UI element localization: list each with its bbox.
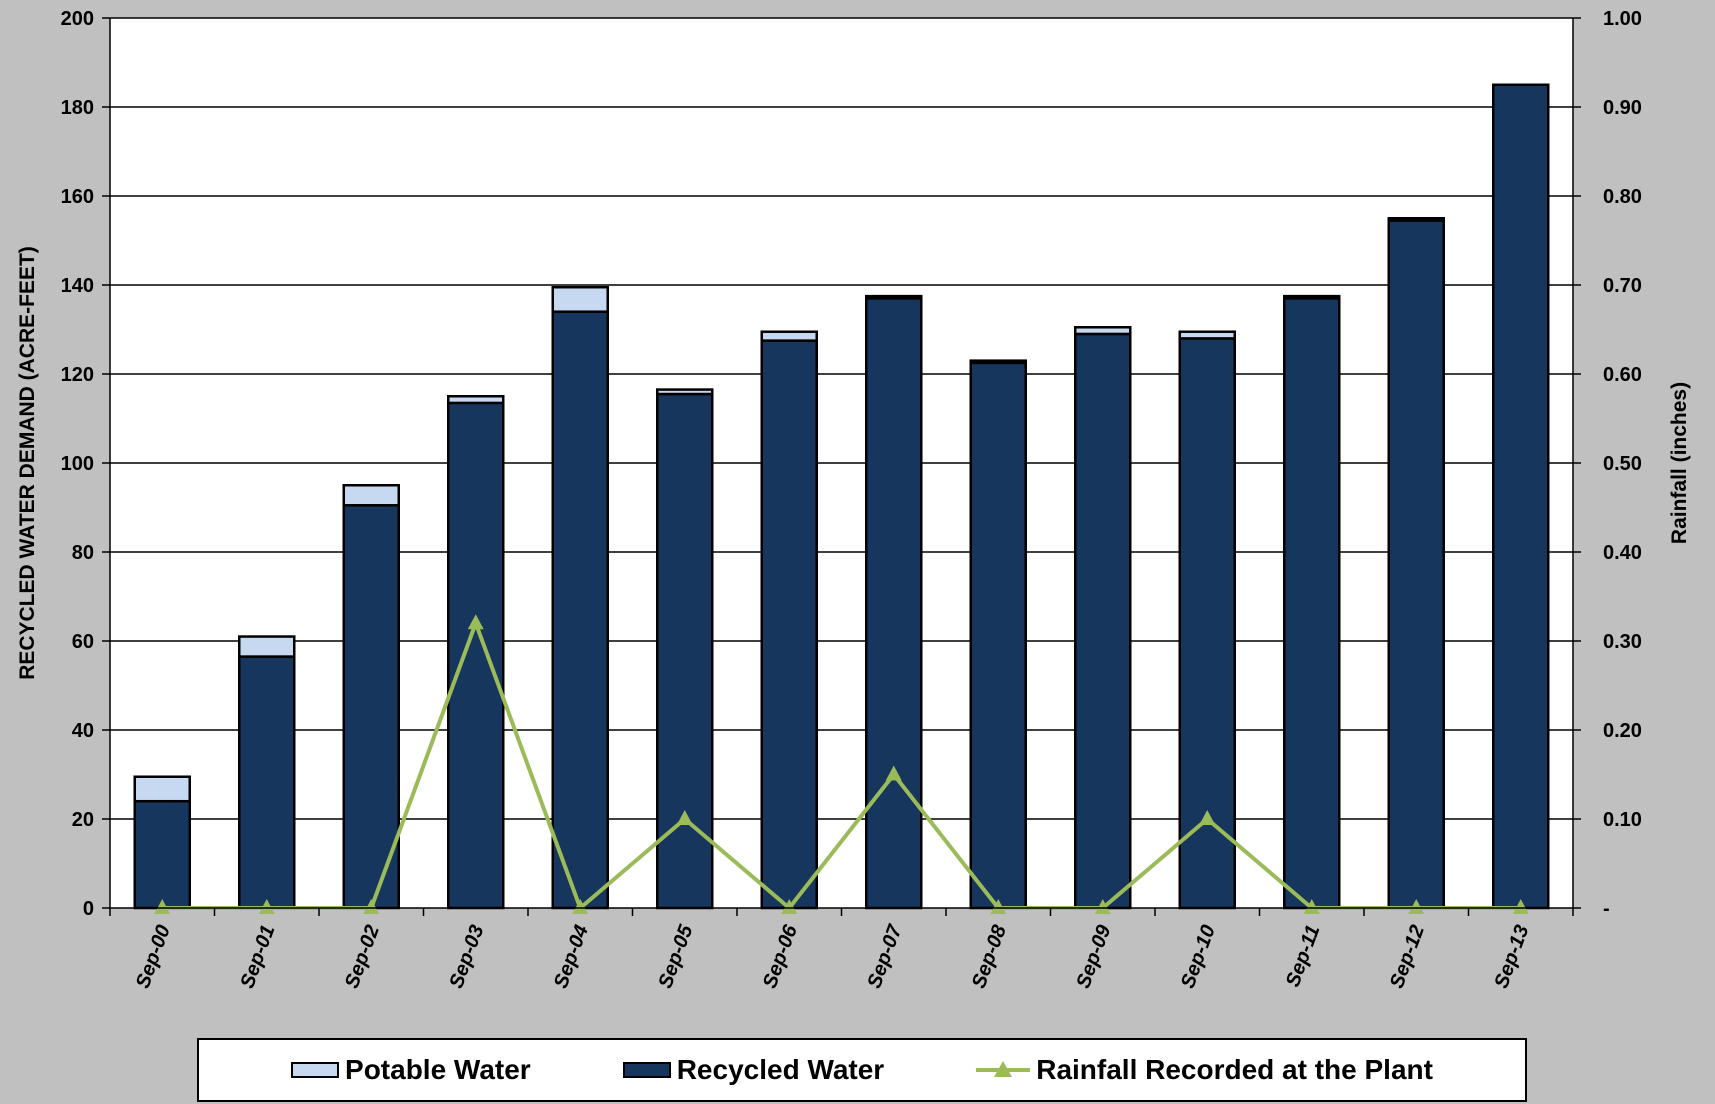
bar-potable	[238, 635, 296, 658]
y2-tick-label: 0.30	[1603, 631, 1642, 653]
y-tick-label: 140	[61, 275, 94, 297]
bar-potable	[133, 775, 191, 803]
y-tick-label: 60	[72, 631, 94, 653]
y-tick-label: 160	[61, 186, 94, 208]
y2-tick-label: 0.90	[1603, 97, 1642, 119]
bar-potable	[447, 395, 505, 405]
legend-item-rainfall: Rainfall Recorded at the Plant	[976, 1054, 1433, 1086]
rainfall-marker	[676, 810, 693, 825]
y2-tick-label: 0.50	[1603, 453, 1642, 475]
axes	[102, 17, 1581, 916]
x-axis-ticks: Sep-00 Sep-01 Sep-02 Sep-03 Sep-04 Sep-05 Sep-…	[132, 921, 1534, 991]
legend-item-potable: Potable Water	[291, 1054, 531, 1086]
x-tick-label: Sep-07	[863, 921, 906, 991]
bar-recycled	[447, 401, 505, 910]
y-axis-title: RECYCLED WATER DEMAND (ACRE-FEET)	[16, 246, 39, 680]
rainfall-marker	[363, 899, 380, 914]
y2-tick-label: -	[1603, 898, 1610, 920]
bar-recycled	[1387, 219, 1445, 910]
bar-potable	[656, 388, 714, 396]
y2-tick-label: 0.60	[1603, 364, 1642, 386]
bar-potable	[1387, 217, 1445, 222]
bar-recycled	[238, 655, 296, 910]
rainfall-marker	[1094, 899, 1111, 914]
y2-axis-title: Rainfall (inches)	[1668, 382, 1691, 544]
y-tick-label: 80	[72, 542, 94, 564]
bars	[133, 83, 1550, 910]
y2-tick-label: 1.00	[1603, 8, 1642, 30]
legend-label-recycled: Recycled Water	[676, 1054, 885, 1085]
y-tick-label: 40	[72, 720, 94, 742]
bar-recycled	[969, 361, 1027, 910]
y-tick-label: 200	[61, 8, 94, 30]
rainfall-marker	[572, 899, 589, 914]
y2-tick-label: 0.40	[1603, 542, 1642, 564]
bar-potable	[1283, 294, 1341, 300]
recycled-swatch	[622, 1062, 671, 1078]
legend-item-recycled: Recycled Water	[622, 1054, 885, 1086]
potable-swatch	[291, 1062, 340, 1078]
y2-tick-label: 0.10	[1603, 809, 1642, 831]
legend-label-rainfall: Rainfall Recorded at the Plant	[1036, 1054, 1433, 1085]
rainfall-marker	[1512, 899, 1529, 914]
x-tick-label: Sep-00	[132, 922, 175, 991]
x-tick-label: Sep-05	[654, 921, 697, 991]
bar-potable	[865, 294, 923, 300]
y-tick-label: 120	[61, 364, 94, 386]
bar-potable	[342, 484, 400, 507]
x-tick-label: Sep-06	[759, 921, 802, 991]
bar-potable	[1074, 326, 1132, 336]
bar-recycled	[656, 392, 714, 910]
rainfall-polyline	[162, 621, 1521, 910]
left-axis-ticks: 0 20 40 60 80 100 120 140 160 180 200	[61, 8, 94, 920]
x-tick-label: Sep-04	[550, 922, 593, 991]
y2-tick-label: 0.70	[1603, 275, 1642, 297]
x-tick-label: Sep-11	[1282, 922, 1325, 990]
bar-potable	[1178, 330, 1236, 340]
y-tick-label: 0	[83, 898, 94, 920]
bar-recycled	[1492, 83, 1550, 910]
x-tick-label: Sep-12	[1386, 922, 1429, 991]
rainfall-marker	[781, 899, 798, 914]
rainfall-marker	[258, 899, 275, 914]
rainfall-line	[154, 614, 1529, 914]
y2-tick-label: 0.80	[1603, 186, 1642, 208]
rainfall-marker	[1199, 810, 1216, 825]
y-tick-label: 100	[61, 453, 94, 475]
legend: Potable Water Recycled Water Rainfall Re…	[197, 1038, 1527, 1102]
right-axis-ticks: - 0.10 0.20 0.30 0.40 0.50 0.60 0.70 0.80 0.90 1.0…	[1603, 8, 1642, 920]
rainfall-marker	[1408, 899, 1425, 914]
bar-recycled	[551, 310, 609, 910]
rainfall-marker	[467, 614, 484, 630]
x-tick-label: Sep-10	[1177, 922, 1220, 991]
bar-potable	[551, 285, 609, 313]
x-tick-label: Sep-02	[341, 922, 384, 991]
triangle-marker-icon	[994, 1061, 1013, 1077]
rainfall-marker	[990, 899, 1007, 914]
bar-recycled	[1074, 332, 1132, 910]
x-tick-label: Sep-09	[1072, 921, 1115, 991]
x-tick-label: Sep-13	[1490, 922, 1533, 991]
x-tick-label: Sep-03	[445, 922, 488, 991]
bar-recycled	[133, 799, 191, 910]
rainfall-marker	[885, 765, 902, 781]
x-tick-label: Sep-01	[236, 922, 279, 991]
bar-recycled	[760, 339, 818, 910]
rainfall-marker	[1303, 899, 1320, 914]
x-tick-label: Sep-08	[968, 921, 1011, 991]
legend-label-potable: Potable Water	[345, 1054, 531, 1085]
bar-potable	[760, 330, 818, 342]
y-tick-label: 180	[61, 97, 94, 119]
y2-tick-label: 0.20	[1603, 720, 1642, 742]
bar-recycled	[342, 504, 400, 910]
rainfall-marker	[154, 899, 171, 914]
bar-recycled	[1283, 297, 1341, 910]
bar-recycled	[865, 297, 923, 910]
bar-potable	[969, 359, 1027, 365]
rainfall-swatch	[976, 1060, 1031, 1080]
y-tick-label: 20	[72, 809, 94, 831]
